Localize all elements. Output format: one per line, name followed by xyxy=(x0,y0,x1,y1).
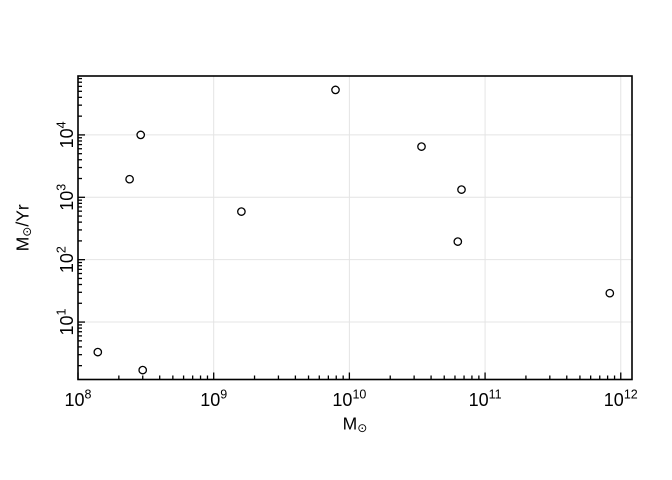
data-point xyxy=(331,85,340,95)
data-point xyxy=(237,207,246,216)
data-point xyxy=(417,142,426,151)
data-point xyxy=(138,365,148,375)
data-point xyxy=(125,174,134,184)
y-axis-title: M⊙/Yr xyxy=(13,204,35,251)
data-point xyxy=(457,185,466,194)
plot-frame xyxy=(77,75,633,381)
data-point xyxy=(93,347,103,357)
data-point xyxy=(605,288,615,298)
data-point xyxy=(136,130,146,140)
data-point xyxy=(453,237,463,246)
